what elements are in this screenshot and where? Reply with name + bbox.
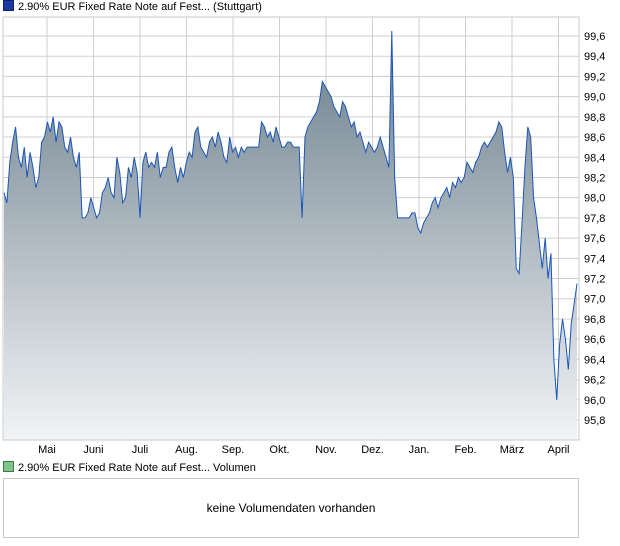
y-tick-label: 98,0 [584,193,605,205]
x-tick-label: Feb. [454,444,476,456]
volume-empty-message: keine Volumendaten vorhanden [206,501,376,515]
x-tick-label: Mai [38,444,56,456]
y-tick-label: 96,8 [584,314,605,326]
y-tick-label: 98,2 [584,172,605,184]
y-tick-label: 96,2 [584,375,605,387]
plot-frame [2,16,580,441]
price-legend-swatch [3,0,14,11]
x-tick-label: Aug. [175,444,198,456]
x-tick-label: Juni [83,444,103,456]
x-tick-label: Juli [132,444,149,456]
volume-legend-label: 2.90% EUR Fixed Rate Note auf Fest... Vo… [18,462,256,474]
volume-legend-swatch [3,461,14,472]
price-chart: 95,8 96,0 96,2 96,4 96,6 96,8 97,0 97,2 97,4 97,6… [2,16,605,456]
y-tick-label: 97,8 [584,213,605,225]
price-legend: 2.90% EUR Fixed Rate Note auf Fest... (S… [3,0,262,14]
y-tick-label: 98,4 [584,152,605,164]
x-tick-label: Sep. [222,444,245,456]
x-axis-labels: Mai Juni Juli Aug. Sep. Okt. Nov. Dez. Jan. Feb. M… [38,444,569,456]
y-tick-label: 99,6 [584,31,605,43]
y-tick-label: 97,2 [584,274,605,286]
y-tick-label: 97,6 [584,233,605,245]
y-tick-label: 95,8 [584,415,605,427]
y-tick-label: 97,0 [584,294,605,306]
y-tick-label: 97,4 [584,253,605,265]
price-line [3,30,578,400]
y-tick-label: 96,6 [584,334,605,346]
x-tick-label: April [547,444,569,456]
y-tick-label: 99,2 [584,71,605,83]
y-tick-label: 99,0 [584,92,605,104]
x-tick-label: März [500,444,524,456]
price-legend-label: 2.90% EUR Fixed Rate Note auf Fest... (S… [18,1,262,13]
y-tick-label: 98,8 [584,112,605,124]
y-tick-label: 99,4 [584,51,605,63]
volume-legend: 2.90% EUR Fixed Rate Note auf Fest... Vo… [3,461,256,475]
x-tick-label: Dez. [361,444,384,456]
x-tick-label: Okt. [269,444,289,456]
y-tick-label: 98,6 [584,132,605,144]
y-tick-label: 96,4 [584,354,605,366]
y-axis-labels: 95,8 96,0 96,2 96,4 96,6 96,8 97,0 97,2 97,4 97,6… [584,31,605,427]
x-tick-label: Nov. [315,444,337,456]
y-tick-label: 96,0 [584,395,605,407]
x-tick-label: Jan. [409,444,430,456]
volume-panel: keine Volumendaten vorhanden [3,478,579,538]
price-area [4,30,577,440]
